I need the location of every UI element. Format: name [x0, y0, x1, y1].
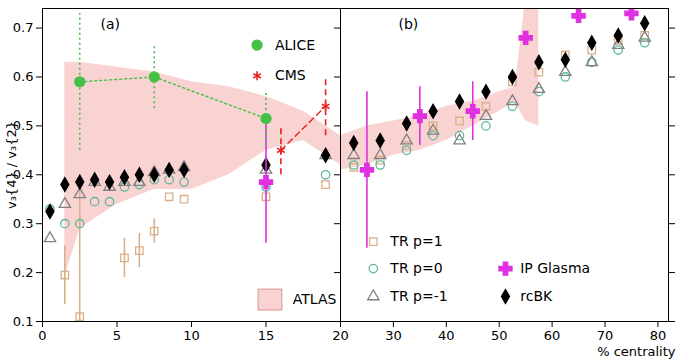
- svg-text:20: 20: [332, 328, 349, 343]
- svg-text:0.6: 0.6: [13, 69, 34, 84]
- svg-text:30: 30: [385, 328, 402, 343]
- svg-text:IP Glasma: IP Glasma: [520, 260, 590, 276]
- svg-text:TR p=0: TR p=0: [389, 260, 442, 276]
- svg-text:TR p=1: TR p=1: [389, 233, 442, 249]
- svg-text:% centrality: % centrality: [597, 344, 676, 359]
- svg-text:ALICE: ALICE: [275, 37, 315, 53]
- svg-text:0.5: 0.5: [12, 118, 34, 133]
- svg-text:0.4: 0.4: [12, 166, 34, 182]
- svg-text:10: 10: [183, 328, 200, 343]
- svg-text:ATLAS: ATLAS: [293, 291, 337, 307]
- svg-text:0: 0: [38, 328, 46, 343]
- svg-text:(b): (b): [399, 16, 419, 32]
- svg-text:80: 80: [650, 328, 667, 343]
- svg-text:v₃{4} / v₃{2}: v₃{4} / v₃{2}: [4, 121, 19, 209]
- svg-text:0.2: 0.2: [13, 265, 34, 280]
- svg-text:0.1: 0.1: [13, 314, 34, 329]
- svg-text:5: 5: [113, 328, 121, 343]
- svg-text:40: 40: [438, 328, 455, 343]
- svg-text:0.3: 0.3: [13, 216, 34, 231]
- svg-text:15: 15: [258, 328, 275, 343]
- svg-text:rcBK: rcBK: [520, 288, 553, 304]
- svg-text:CMS: CMS: [275, 67, 306, 83]
- svg-text:(a): (a): [101, 16, 121, 32]
- svg-text:60: 60: [544, 328, 561, 343]
- svg-text:0.7: 0.7: [13, 20, 34, 35]
- svg-text:50: 50: [491, 328, 508, 343]
- svg-text:TR p=-1: TR p=-1: [389, 288, 447, 304]
- svg-text:70: 70: [597, 328, 614, 343]
